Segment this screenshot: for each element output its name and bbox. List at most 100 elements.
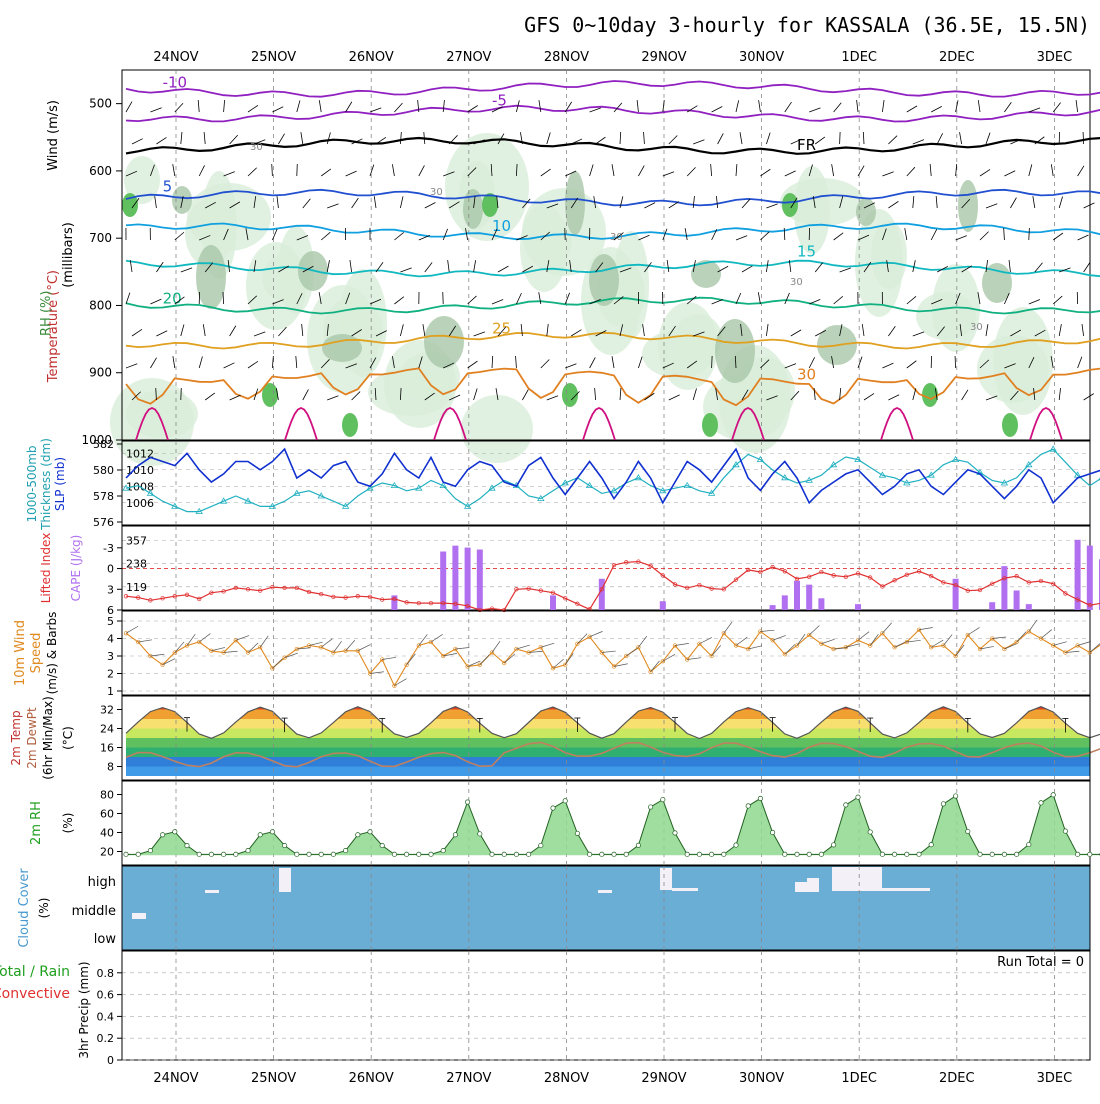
wind10m-barb (504, 654, 515, 663)
cloud-level-label: middle (72, 904, 116, 919)
rh2m-point (905, 852, 909, 856)
cape-bar (465, 548, 471, 610)
wind10m-barb (516, 645, 529, 649)
li-ytick-label: 3 (107, 583, 114, 596)
rh2m-point (1002, 852, 1006, 856)
rh2m-point (807, 852, 811, 856)
wind10m-barb (407, 654, 416, 665)
rh2m-point (551, 806, 555, 810)
rh2m-point (148, 848, 152, 852)
date-label-bottom: 3DEC (1037, 1071, 1073, 1086)
rh2m-point (319, 852, 323, 856)
slp-line (126, 449, 1100, 503)
wind10m-barb (333, 641, 341, 652)
rh2m-point (1075, 852, 1079, 856)
rh2m-point (368, 830, 372, 834)
wind10m-barb (663, 654, 675, 661)
rh2m-point (478, 832, 482, 836)
wind10m-barb (882, 623, 891, 633)
rh2m-ylabel-a: 2m RH (29, 801, 44, 845)
rh2m-point (404, 852, 408, 856)
rh2m-point (124, 852, 128, 856)
rh-contour-label: 30 (250, 142, 263, 153)
date-label-top: 29NOV (641, 50, 686, 65)
rh-shade (871, 221, 907, 289)
wind10m-ytick-label: 3 (107, 650, 114, 663)
cloud-block (882, 888, 930, 891)
rh-shade-dark (856, 198, 876, 226)
date-label-top: 3DEC (1037, 50, 1073, 65)
cape-ytick-label: 357 (126, 534, 147, 547)
rh2m-point (1063, 829, 1067, 833)
rh2m-point (795, 852, 799, 856)
wind10m-barb (919, 627, 933, 629)
temp-ylabel-b: 2m DewPt (25, 707, 39, 769)
rh2m-point (892, 852, 896, 856)
rh2m-point (587, 852, 591, 856)
wind10m-barb (248, 643, 258, 653)
rh2m-point (624, 852, 628, 856)
upper-air-ylabel-pressure: (millibars) (61, 222, 76, 288)
wind10m-ytick-label: 5 (107, 615, 114, 628)
wind-barb (840, 132, 841, 144)
wind10m-frame (122, 611, 1090, 695)
wind10m-barb (785, 645, 795, 655)
wind10m-barb (1041, 630, 1052, 639)
date-label-top: 27NOV (446, 50, 491, 65)
rh2m-point (978, 852, 982, 856)
cape-ylabel-li: Lifted Index (39, 533, 53, 604)
cloud-block (132, 913, 146, 919)
wind10m-barb (285, 653, 298, 658)
rh2m-point (990, 852, 994, 856)
wind10m-ytick-label: 2 (107, 668, 114, 681)
rh2m-point (734, 843, 738, 847)
rh2m-point (1014, 852, 1018, 856)
rh-shade-dark (424, 316, 464, 368)
wind10m-barb (382, 657, 396, 659)
cloud-block (660, 868, 672, 890)
rh2m-point (563, 799, 567, 803)
temp-band (122, 767, 1090, 777)
rh-contour-label: 30 (430, 187, 443, 198)
wind10m-barb (321, 639, 332, 647)
cape-frame (122, 526, 1090, 610)
isotherm-label: 20 (163, 290, 182, 308)
isotherm-label: 30 (797, 366, 816, 384)
wind10m-barb (455, 648, 469, 649)
cape-bar (782, 595, 788, 610)
cloud-block (795, 882, 807, 892)
cloud-block (279, 868, 291, 892)
rh-shade-dark (565, 171, 585, 235)
thickness-ytick-label: 582 (93, 438, 114, 451)
rh2m-point (673, 831, 677, 835)
wind-barb (1083, 132, 1084, 144)
cape-bar (794, 581, 800, 610)
thickness-ytick-label: 578 (93, 490, 114, 503)
rh2m-point (856, 795, 860, 799)
isotherm-label: 5 (163, 177, 173, 195)
rh2m-point (1088, 852, 1092, 856)
cloud-block (807, 878, 819, 892)
wind10m-barb (760, 630, 774, 631)
cape-bar (1026, 604, 1032, 610)
rh-shade-dark (958, 180, 978, 232)
date-label-bottom: 30NOV (739, 1071, 784, 1086)
cape-ytick-label: 119 (126, 581, 147, 594)
wind10m-barb (626, 648, 638, 656)
rh2m-ytick-label: 60 (100, 808, 114, 821)
isotherm-label: -10 (163, 74, 188, 92)
wind10m-barb (492, 641, 500, 652)
rh-shade-dark (172, 186, 192, 214)
cape-bar (660, 601, 666, 610)
slp-frame (122, 441, 1090, 525)
isotherm-label: 15 (797, 243, 816, 261)
wind10m-barb (224, 651, 238, 652)
wind10m-barb (1029, 620, 1037, 631)
rh2m-point (356, 833, 360, 837)
rh2m-point (221, 852, 225, 856)
date-label-top: 26NOV (349, 50, 394, 65)
date-label-top: 28NOV (544, 50, 589, 65)
date-label-top: 2DEC (939, 50, 975, 65)
rh2m-point (136, 852, 140, 856)
rh-shade (993, 307, 1053, 415)
